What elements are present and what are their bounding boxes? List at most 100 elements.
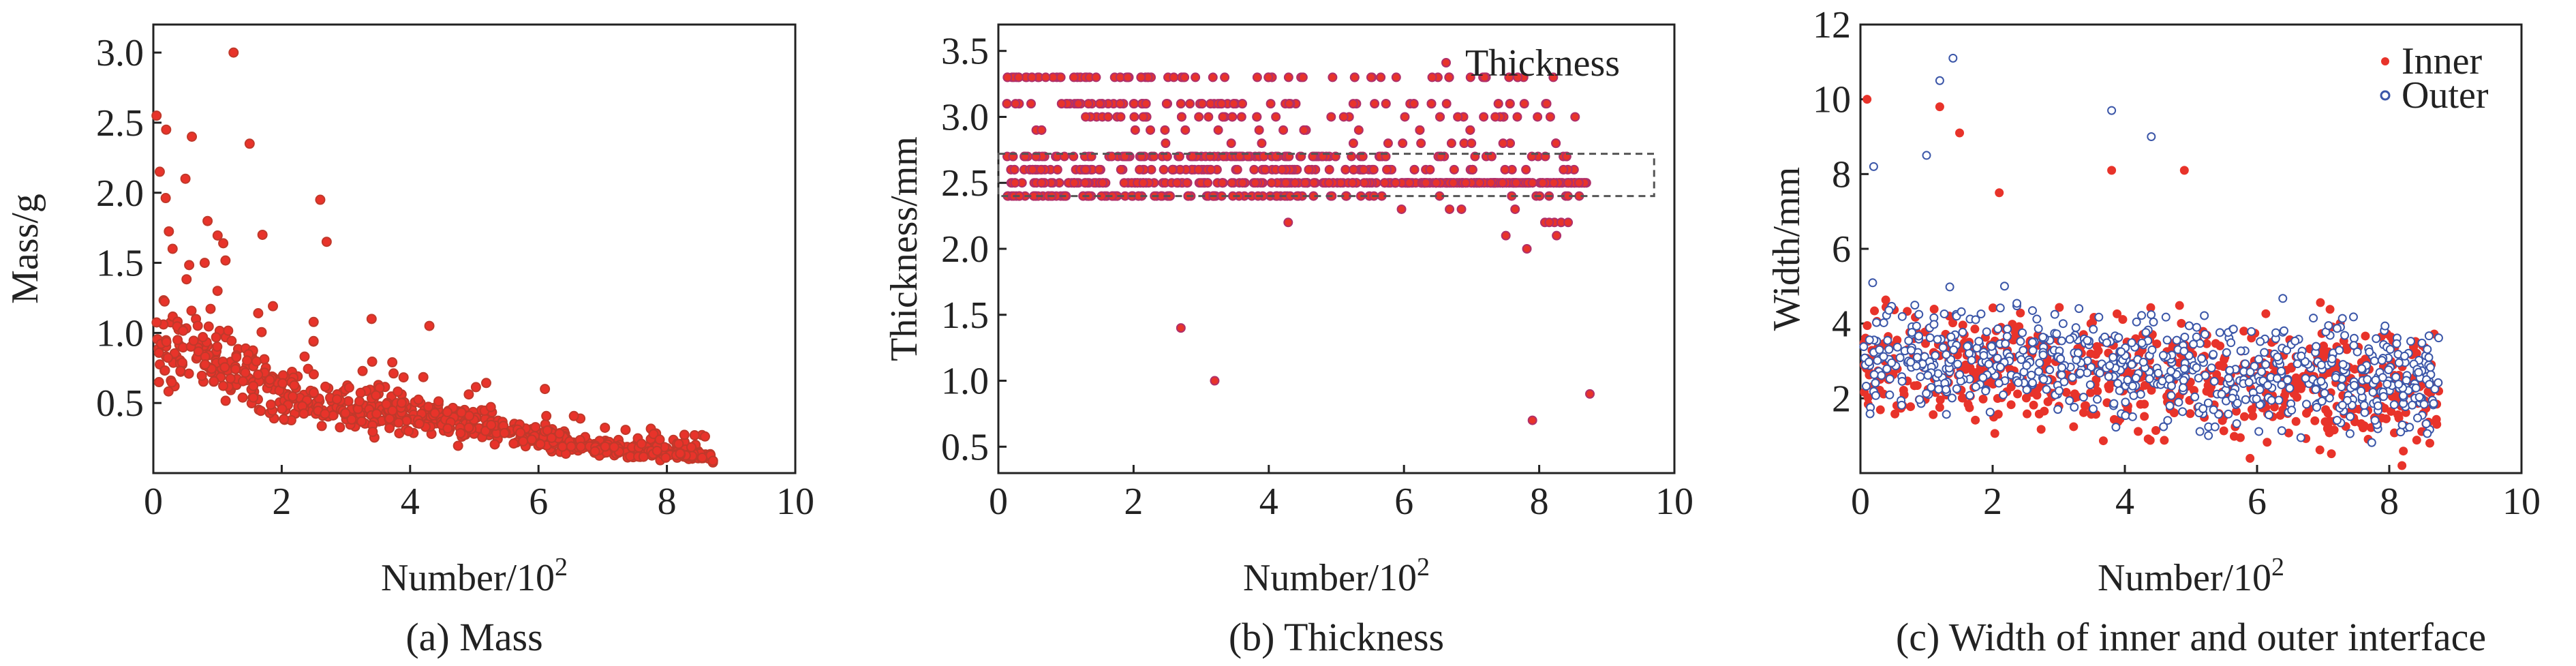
data-point <box>1009 164 1019 175</box>
y-tick-label: 2.0 <box>941 228 989 271</box>
outer-point <box>2194 374 2203 383</box>
data-point <box>1283 217 1293 228</box>
outer-point <box>1955 369 1965 379</box>
outer-point <box>1865 409 1875 419</box>
highlight-box <box>997 153 1655 198</box>
outer-point <box>1859 342 1869 352</box>
y-tick-label: 10 <box>1813 79 1851 121</box>
data-point <box>423 402 434 412</box>
inner-point <box>2021 393 2031 403</box>
outer-point <box>2179 364 2189 374</box>
data-point <box>1116 112 1126 122</box>
data-point <box>557 441 568 452</box>
data-point <box>1116 164 1126 175</box>
outer-point <box>1947 393 1957 403</box>
inner-point <box>1875 405 1885 414</box>
data-point <box>1490 112 1501 122</box>
outer-point <box>2104 372 2113 381</box>
y-tick-label: 1.0 <box>96 312 144 354</box>
outer-point <box>2200 311 2209 320</box>
inner-point <box>1971 415 1980 425</box>
data-point <box>1510 204 1520 214</box>
data-point <box>1284 99 1294 109</box>
data-point <box>675 448 686 459</box>
inner-point <box>1862 95 1872 104</box>
data-point <box>1521 164 1531 175</box>
data-point <box>1379 178 1390 188</box>
data-point <box>356 416 367 427</box>
inner-point <box>2136 399 2145 409</box>
plot-frame <box>997 23 1676 474</box>
outer-point <box>2147 345 2157 354</box>
data-point <box>1103 112 1113 122</box>
data-point <box>1073 99 1084 109</box>
data-point <box>366 314 377 324</box>
data-point <box>200 359 211 370</box>
data-point <box>1056 99 1067 109</box>
outer-point <box>2372 334 2381 344</box>
inner-point <box>2291 373 2301 382</box>
x-tick-label: 8 <box>1530 481 1549 523</box>
outer-point <box>2027 337 2037 347</box>
data-point <box>1069 178 1079 188</box>
data-point <box>1277 164 1287 175</box>
data-point <box>1081 112 1091 122</box>
outer-point <box>2145 374 2154 384</box>
data-point <box>288 391 298 402</box>
data-point <box>161 124 172 135</box>
outer-point <box>1871 378 1880 388</box>
outer-point <box>1879 318 1888 327</box>
outer-point <box>2192 363 2201 372</box>
outer-point <box>1897 400 1906 410</box>
outer-point <box>2277 426 2286 436</box>
outer-point <box>2263 380 2273 390</box>
outer-point <box>2283 376 2293 385</box>
inner-point <box>2098 436 2108 446</box>
data-point <box>566 441 577 452</box>
y-tick-label: 0.5 <box>96 382 144 425</box>
inner-point <box>2013 389 2023 399</box>
inner-point <box>2261 309 2271 318</box>
data-point <box>1527 178 1537 188</box>
tick-layer: 0 2 4 6 8 10 0.5 1.0 1.5 2.0 2.5 3.0 <box>96 32 814 523</box>
outer-point <box>1985 408 1995 417</box>
data-point <box>1398 138 1408 149</box>
data-point <box>508 438 519 449</box>
data-point <box>686 442 696 453</box>
outer-point <box>2016 337 2025 346</box>
outer-point <box>2399 351 2409 361</box>
data-point <box>1448 178 1458 188</box>
data-point <box>315 194 326 205</box>
inner-point <box>2293 393 2302 402</box>
outer-point <box>1887 358 1897 367</box>
y-tick-label: 2 <box>1832 378 1851 420</box>
outer-point <box>2394 358 2404 367</box>
data-point <box>1446 138 1456 149</box>
outer-point <box>2349 333 2359 343</box>
outer-point <box>2379 392 2389 402</box>
outer-point <box>2297 351 2306 361</box>
data-point <box>1091 72 1101 82</box>
outer-point <box>2309 314 2318 323</box>
y-tick-label: 1.0 <box>941 361 989 403</box>
y-tick-label: 8 <box>1832 153 1851 196</box>
outer-point <box>2377 356 2387 365</box>
data-point <box>177 357 188 368</box>
data-point <box>203 321 214 332</box>
inner-point <box>1912 381 1922 391</box>
inner-point <box>2175 301 2184 310</box>
data-point <box>620 425 631 436</box>
outer-point <box>2001 339 2010 348</box>
outer-point <box>2316 360 2326 369</box>
data-point <box>1308 178 1319 188</box>
outer-point <box>2038 333 2048 342</box>
inner-point <box>2315 445 2325 455</box>
data-point <box>264 374 275 385</box>
tick-layer: 0 2 4 6 8 10 2 4 6 8 10 12 <box>1813 4 2541 523</box>
outer-point <box>1872 318 1882 327</box>
outer-point <box>1999 390 2008 399</box>
data-point <box>1347 178 1358 188</box>
inner-point <box>2292 380 2301 390</box>
data-point <box>414 419 425 429</box>
chart-panel-thickness: 0 2 4 6 8 10 0.5 1.0 1.5 2.0 2.5 3.0 3.5 Thickness T… <box>883 23 1693 659</box>
